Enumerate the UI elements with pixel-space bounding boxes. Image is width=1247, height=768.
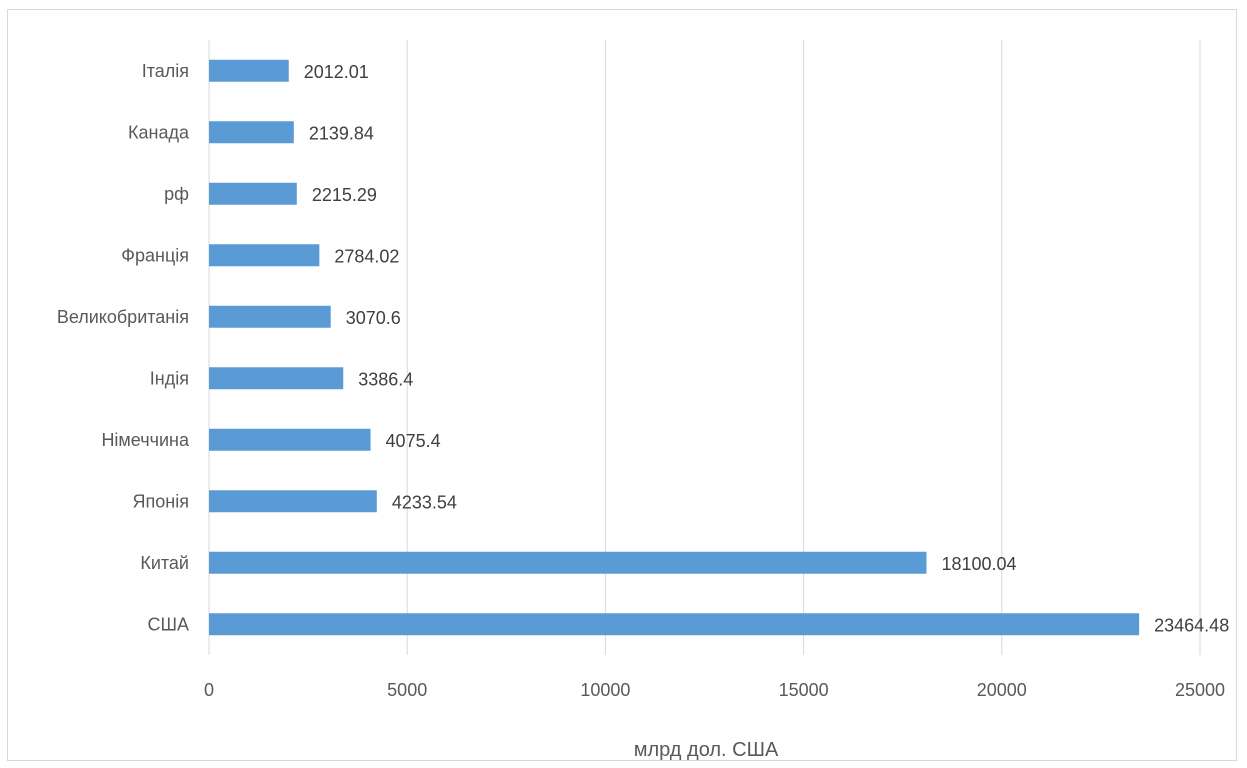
x-tick-label: 5000: [387, 680, 427, 700]
data-label: 2012.01: [304, 62, 369, 82]
x-tick-label: 25000: [1175, 680, 1225, 700]
bar: [209, 551, 927, 574]
bar: [209, 182, 297, 205]
data-label: 3070.6: [346, 308, 401, 328]
bar: [209, 305, 331, 328]
x-tick-labels: 0 5000 10000 15000 20000 25000: [204, 680, 1225, 700]
bars: [209, 59, 1140, 636]
category-label: Канада: [128, 122, 190, 142]
bar: [209, 121, 294, 144]
data-label: 23464.48: [1154, 615, 1229, 635]
category-label: США: [147, 614, 189, 634]
category-label: Франція: [121, 245, 189, 265]
bar: [209, 428, 371, 451]
bar: [209, 613, 1140, 636]
data-label: 4075.4: [386, 431, 441, 451]
bar: [209, 244, 320, 267]
category-label: Китай: [140, 553, 189, 573]
category-label: Італія: [142, 61, 189, 81]
x-tick-label: 15000: [779, 680, 829, 700]
category-label: Великобританія: [57, 307, 189, 327]
category-label: Японія: [133, 491, 189, 511]
category-label: рф: [164, 184, 189, 204]
bar: [209, 59, 289, 82]
x-tick-label: 20000: [977, 680, 1027, 700]
x-tick-label: 10000: [580, 680, 630, 700]
bar: [209, 490, 377, 513]
x-tick-label: 0: [204, 680, 214, 700]
category-labels: Італія Канада рф Франція Великобританія Індія…: [57, 61, 190, 635]
category-label: Індія: [150, 368, 189, 388]
category-label: Німеччина: [101, 430, 190, 450]
data-label: 2139.84: [309, 123, 374, 143]
data-label: 3386.4: [358, 369, 413, 389]
data-labels: 2012.01 2139.84 2215.29 2784.02 3070.6 3386.4…: [304, 62, 1229, 636]
data-label: 2215.29: [312, 185, 377, 205]
data-label: 2784.02: [334, 246, 399, 266]
data-label: 18100.04: [941, 554, 1016, 574]
x-axis-title: млрд дол. США: [634, 739, 779, 761]
data-label: 4233.54: [392, 492, 457, 512]
bar: [209, 367, 344, 390]
